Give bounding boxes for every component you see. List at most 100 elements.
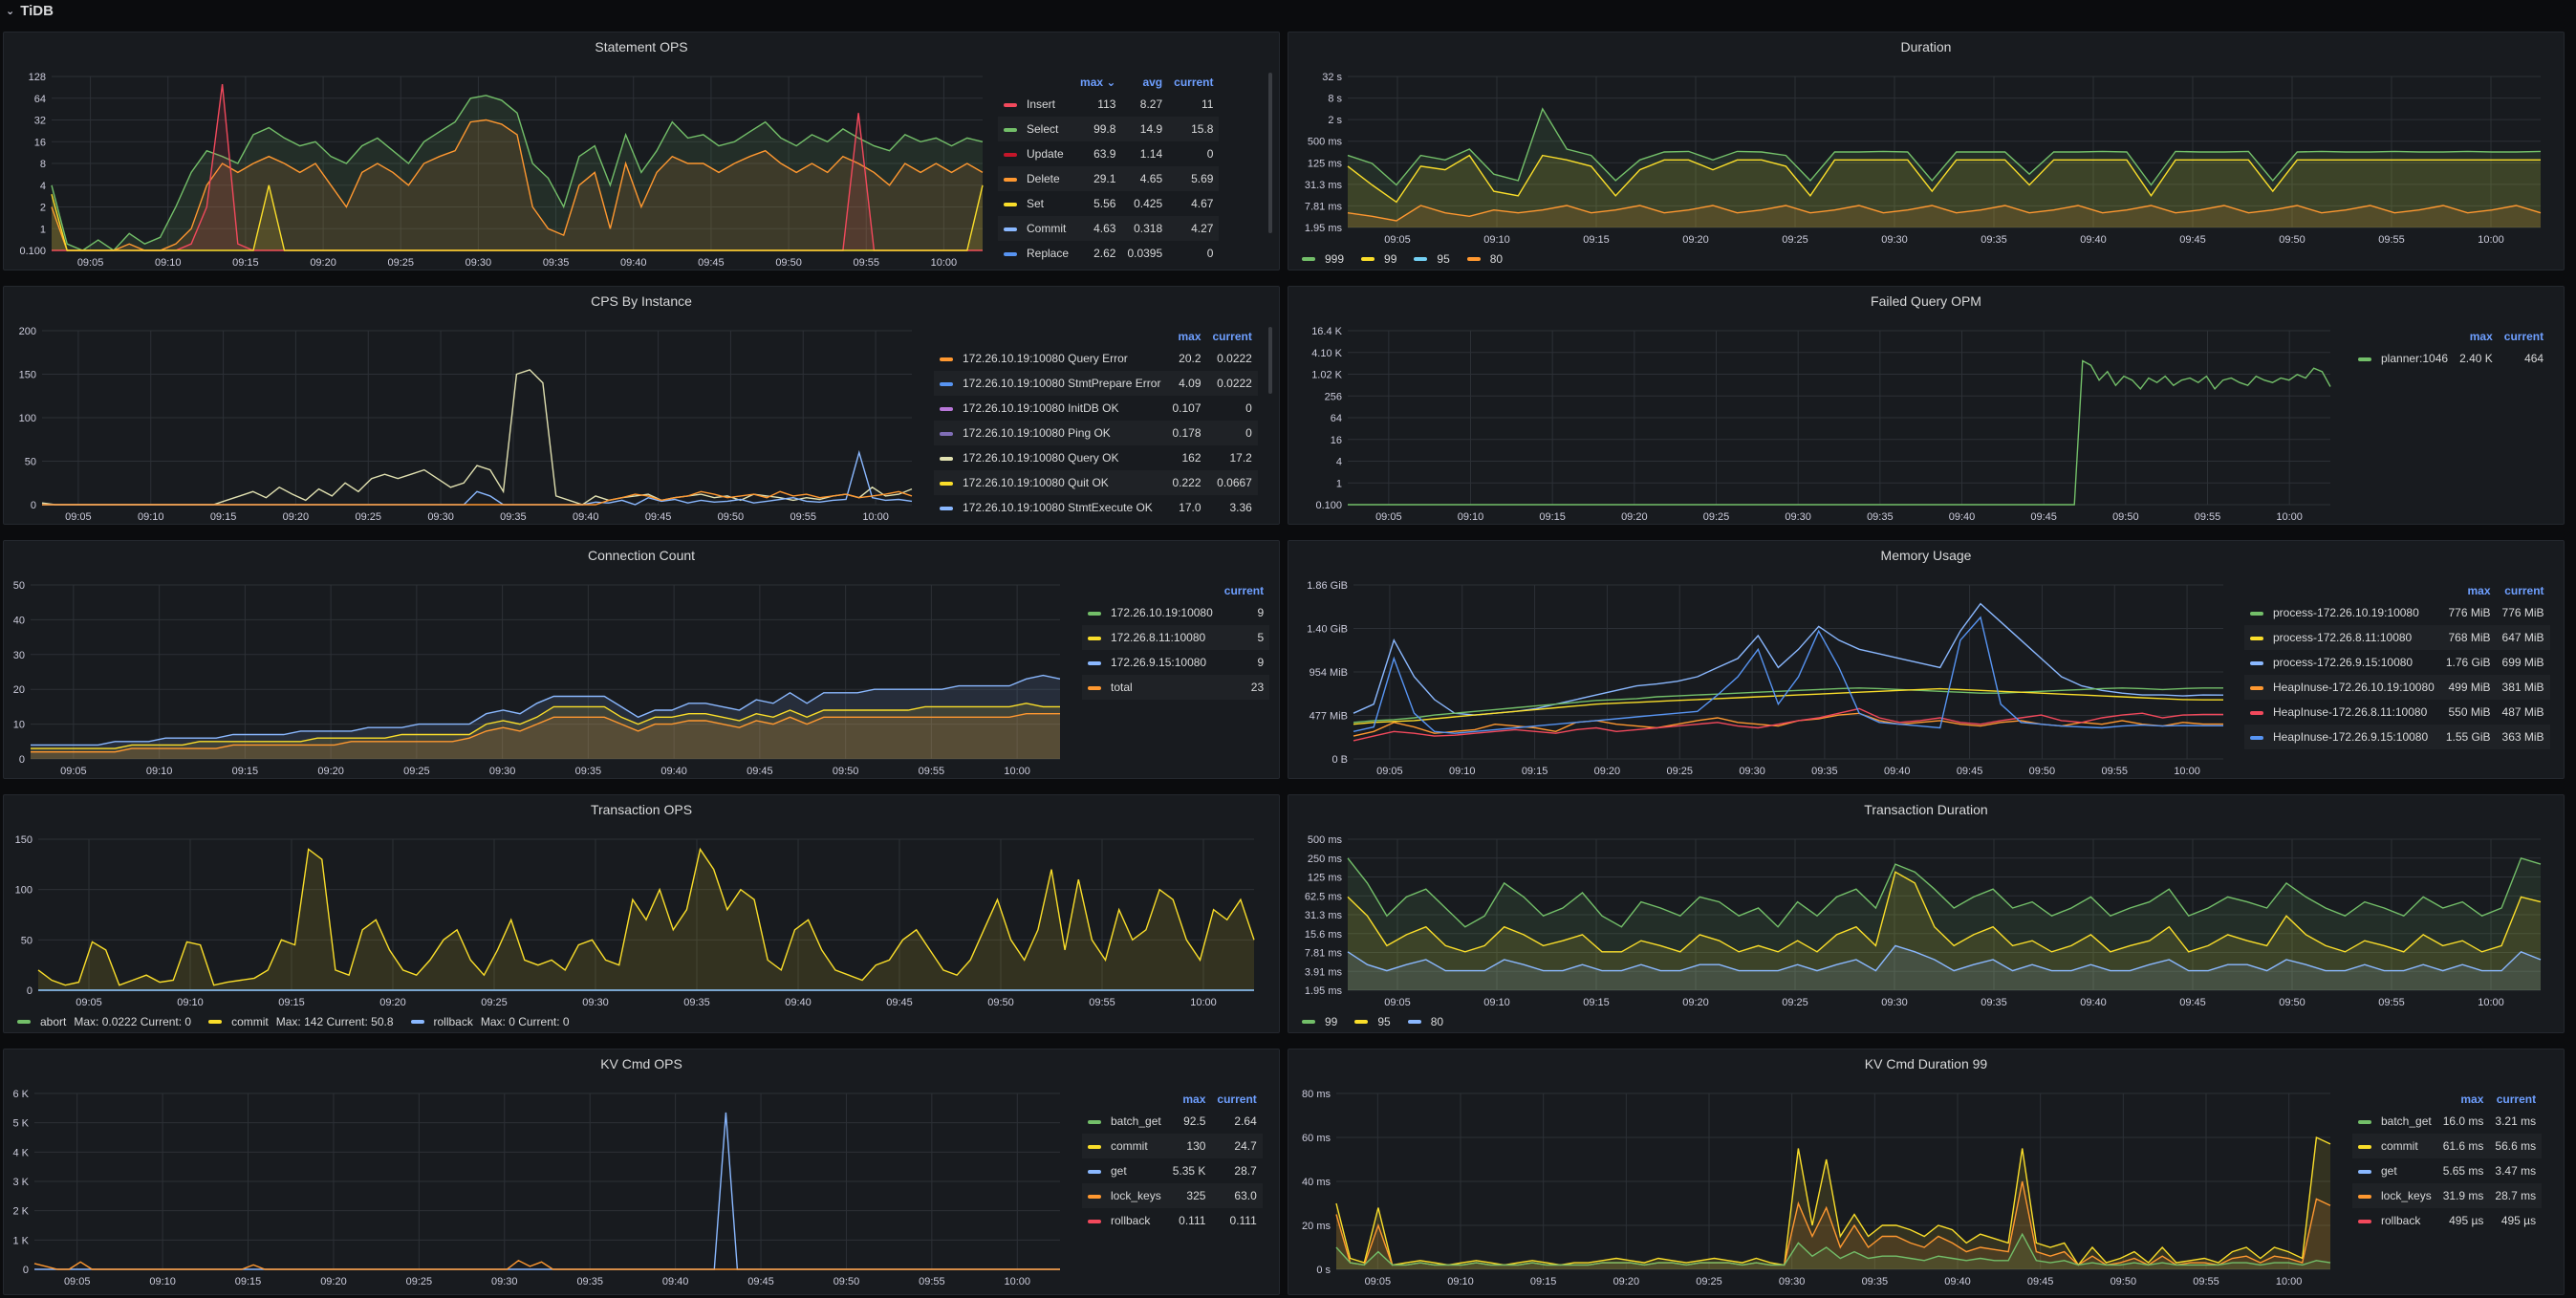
legend-header-avg[interactable]: avg	[1142, 76, 1163, 89]
panel-duration[interactable]: Duration 32 s 8 s 2 s 500 ms 125 ms 31.3 ms 7.…	[1288, 32, 2565, 270]
legend-row[interactable]: process-172.26.8.11:10080 768 MiB 647 MiB	[2244, 625, 2550, 650]
legend-item[interactable]: 99	[1361, 252, 1396, 266]
legend-header-max[interactable]: max	[2467, 584, 2491, 597]
panel-title[interactable]: Statement OPS	[595, 39, 688, 54]
panel-cps-by-instance[interactable]: CPS By Instance 200 150 100 50 0 09:05 09:10 09…	[3, 286, 1280, 525]
panel-kv-cmd-ops[interactable]: KV Cmd OPS 6 K 5 K 4 K 3 K 2 K 1 K 0 09:05 09:10…	[3, 1049, 1280, 1295]
chevron-down-icon[interactable]: ⌄	[6, 5, 15, 17]
legend-header-max[interactable]: max	[1182, 1092, 1206, 1106]
legend-series-name[interactable]: 172.26.9.15:10080	[1082, 650, 1219, 675]
chart-failed-query-opm[interactable]: 16.4 K 4.10 K 1.02 K 256 64 16 4 1 0.100 09:05 09:…	[1288, 287, 2565, 526]
legend-series-name[interactable]: Select	[998, 117, 1075, 141]
legend-row[interactable]: Replace 2.62 0.0395 0	[998, 241, 1219, 266]
legend-series-name[interactable]: HeapInuse-172.26.9.15:10080	[2244, 725, 2440, 749]
legend-row[interactable]: planner:1046 2.40 K 464	[2352, 346, 2549, 371]
legend-row[interactable]: batch_get 16.0 ms 3.21 ms	[2352, 1109, 2542, 1134]
panel-title[interactable]: KV Cmd OPS	[600, 1056, 682, 1071]
legend-series-name[interactable]: batch_get	[2352, 1109, 2437, 1134]
legend-series-name[interactable]: lock_keys	[2352, 1183, 2437, 1208]
panel-memory-usage[interactable]: Memory Usage 1.86 GiB 1.40 GiB 954 MiB 477 …	[1288, 540, 2565, 779]
panel-transaction-ops[interactable]: Transaction OPS 150 100 50 0 09:05 09:10 09:15…	[3, 794, 1280, 1033]
legend-row[interactable]: Commit 4.63 0.318 4.27	[998, 216, 1220, 241]
legend-row[interactable]: 172.26.10.19:10080 Ping OK 0.178 0	[934, 421, 1258, 445]
legend-series-name[interactable]: lock_keys	[1082, 1183, 1167, 1208]
legend-series-name[interactable]: total	[1082, 675, 1219, 700]
legend-series-name[interactable]: commit	[1082, 1134, 1167, 1158]
legend-series-name[interactable]: get	[1082, 1158, 1167, 1183]
legend-series-name[interactable]: 172.26.10.19:10080 StmtPrepare Error	[934, 371, 1167, 396]
legend-header-max[interactable]: max	[2460, 1092, 2484, 1106]
legend-row[interactable]: 172.26.10.19:10080 Query Error 20.2 0.0222	[934, 346, 1258, 371]
legend-header-current[interactable]: current	[2504, 584, 2544, 597]
legend-series-name[interactable]: rollback	[2352, 1208, 2437, 1233]
legend-row[interactable]: get 5.35 K 28.7	[1082, 1158, 1263, 1183]
chart-memory-usage[interactable]: 1.86 GiB 1.40 GiB 954 MiB 477 MiB 0 B 09:05 09…	[1288, 541, 2565, 780]
legend-item[interactable]: 95	[1354, 1015, 1391, 1028]
panel-title[interactable]: Memory Usage	[1880, 548, 1972, 563]
legend-series-name[interactable]: Update	[998, 141, 1074, 166]
chart-transaction-duration[interactable]: 500 ms 250 ms 125 ms 62.5 ms 31.3 ms 15.6 ms 7…	[1288, 795, 2565, 1034]
legend-row[interactable]: HeapInuse-172.26.8.11:10080 550 MiB 487 Mi…	[2244, 700, 2550, 725]
legend-row[interactable]: rollback 0.111 0.111	[1082, 1208, 1263, 1233]
row-header-tidb[interactable]: ⌄ TiDB	[6, 0, 54, 21]
legend-header-current[interactable]: current	[1212, 330, 1252, 343]
legend-series-name[interactable]: process-172.26.8.11:10080	[2244, 625, 2440, 650]
panel-title[interactable]: Duration	[1900, 39, 1952, 54]
legend-row[interactable]: HeapInuse-172.26.9.15:10080 1.55 GiB 363 M…	[2244, 725, 2550, 749]
legend-series-name[interactable]: commit	[2352, 1134, 2437, 1158]
legend-row[interactable]: 172.26.10.19:10080 InitDB OK 0.107 0	[934, 396, 1258, 421]
legend-row[interactable]: Set 5.56 0.425 4.67	[998, 191, 1219, 216]
legend-row[interactable]: commit 130 24.7	[1082, 1134, 1263, 1158]
legend-series-name[interactable]: process-172.26.10.19:10080	[2244, 600, 2440, 625]
chart-transaction-ops[interactable]: 150 100 50 0 09:05 09:10 09:15 09:20 09:25 09:30 0…	[4, 795, 1281, 1034]
legend-row[interactable]: 172.26.10.19:10080 Quit OK 0.222 0.0667	[934, 470, 1258, 495]
panel-title[interactable]: Failed Query OPM	[1871, 293, 1981, 309]
panel-connection-count[interactable]: Connection Count 50 40 30 20 10 0 09:05 09:10 09…	[3, 540, 1280, 779]
legend-series-name[interactable]: Replace	[998, 241, 1074, 266]
legend-series-name[interactable]: batch_get	[1082, 1109, 1167, 1134]
legend-row[interactable]: total 23	[1082, 675, 1270, 700]
legend-row[interactable]: rollback 495 µs 495 µs	[2352, 1208, 2542, 1233]
legend-item[interactable]: 80	[1407, 1015, 1443, 1028]
legend-row[interactable]: batch_get 92.5 2.64	[1082, 1109, 1263, 1134]
legend-series-name[interactable]: 172.26.10.19:10080 Ping OK	[934, 421, 1167, 445]
panel-title[interactable]: Connection Count	[587, 548, 696, 563]
legend-row[interactable]: Insert 113 8.27 11	[998, 92, 1219, 117]
legend-header-current[interactable]: current	[2496, 1092, 2537, 1106]
legend-row[interactable]: lock_keys 325 63.0	[1082, 1183, 1263, 1208]
panel-statement-ops[interactable]: Statement OPS 128 64 32 16 8 4 2 1 0.100 09:05 09:…	[3, 32, 1280, 270]
legend-header-current[interactable]: current	[1217, 1092, 1257, 1106]
panel-kv-cmd-duration-99[interactable]: KV Cmd Duration 99 80 ms 60 ms 40 ms 20 ms 0…	[1288, 1049, 2565, 1295]
legend-row[interactable]: Delete 29.1 4.65 5.69	[998, 166, 1220, 191]
legend-series-name[interactable]: Commit	[998, 216, 1075, 241]
chart-duration[interactable]: 32 s 8 s 2 s 500 ms 125 ms 31.3 ms 7.81 ms 1.95…	[1288, 32, 2565, 271]
chart-kv-cmd-ops[interactable]: 6 K 5 K 4 K 3 K 2 K 1 K 0 09:05 09:10 09:15 09:20 0…	[4, 1049, 1281, 1296]
legend-header-max[interactable]: max	[1178, 330, 1201, 343]
legend-row[interactable]: get 5.65 ms 3.47 ms	[2352, 1158, 2542, 1183]
legend-series-name[interactable]: 172.26.10.19:10080 Query OK	[934, 445, 1166, 470]
panel-title[interactable]: CPS By Instance	[591, 293, 692, 309]
legend-header-current[interactable]: current	[2503, 330, 2544, 343]
legend-series-name[interactable]: 172.26.10.19:10080 InitDB OK	[934, 396, 1166, 421]
legend-series-name[interactable]: HeapInuse-172.26.8.11:10080	[2244, 700, 2440, 725]
legend-row[interactable]: commit 61.6 ms 56.6 ms	[2352, 1134, 2543, 1158]
legend-row[interactable]: process-172.26.9.15:10080 1.76 GiB 699 MiB	[2244, 650, 2550, 675]
legend-scrollbar[interactable]	[1268, 73, 1272, 233]
legend-row[interactable]: Select 99.8 14.9 15.8	[998, 117, 1220, 141]
legend-header-max[interactable]: max ⌄	[1080, 76, 1116, 89]
legend-row[interactable]: 172.26.9.15:10080 9	[1082, 650, 1269, 675]
legend-item[interactable]: 95	[1414, 252, 1450, 266]
legend-row[interactable]: 172.26.10.19:10080 StmtExecute OK 17.0 3.3…	[934, 495, 1258, 520]
legend-series-name[interactable]: rollback	[1082, 1208, 1167, 1233]
legend-series-name[interactable]: get	[2352, 1158, 2437, 1183]
chart-cps-by-instance[interactable]: 200 150 100 50 0 09:05 09:10 09:15 09:20 09:25 09:…	[4, 287, 1281, 526]
chart-kv-cmd-duration-99[interactable]: 80 ms 60 ms 40 ms 20 ms 0 s 09:05 09:10 09:15 09…	[1288, 1049, 2565, 1296]
legend-row[interactable]: 172.26.10.19:10080 StmtPrepare Error 4.09…	[934, 371, 1258, 396]
legend-item[interactable]: abort Max: 0.0222 Current: 0	[17, 1015, 191, 1028]
panel-failed-query-opm[interactable]: Failed Query OPM 16.4 K 4.10 K 1.02 K 256 64…	[1288, 286, 2565, 525]
legend-item[interactable]: rollback Max: 0 Current: 0	[410, 1015, 570, 1028]
legend-series-name[interactable]: 172.26.10.19:10080	[1082, 600, 1219, 625]
legend-item[interactable]: 80	[1466, 252, 1503, 266]
legend-scrollbar[interactable]	[1268, 327, 1272, 394]
